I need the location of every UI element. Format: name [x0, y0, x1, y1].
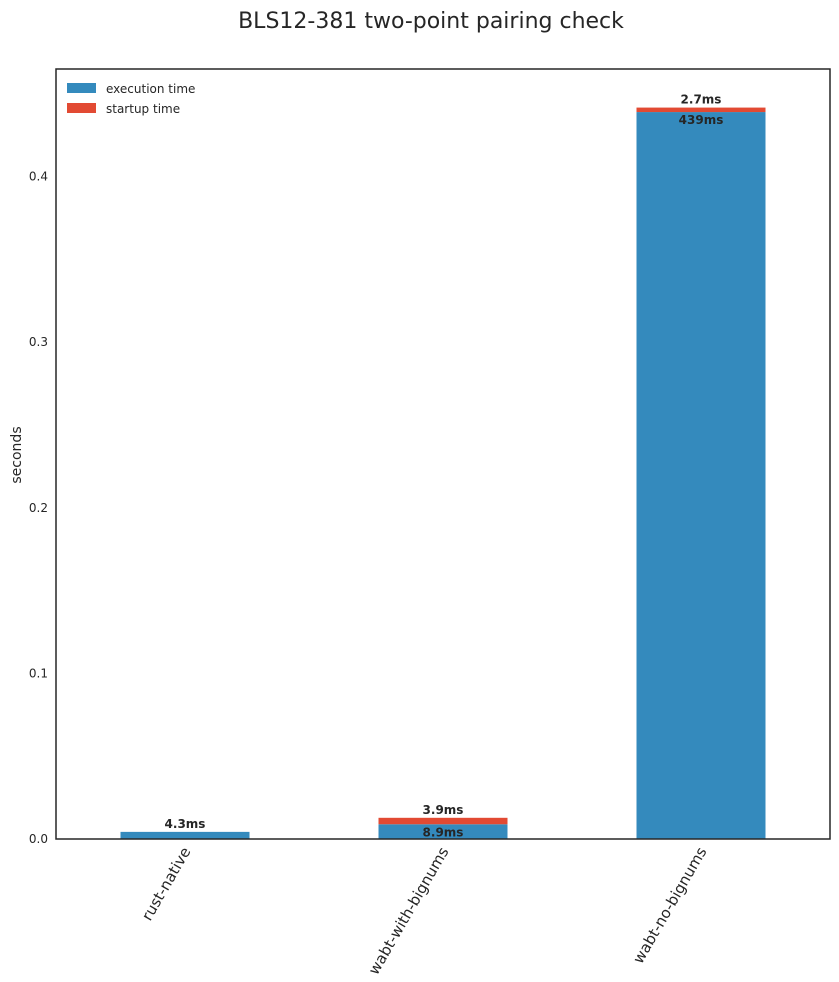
y-axis-label: seconds [9, 426, 25, 483]
x-axis-labels: rust-native wabt-with-bignums wabt-no-bign… [138, 844, 710, 978]
plot-frame [55, 68, 831, 840]
legend-swatch-execution-time [67, 83, 96, 93]
y-tick-label: 0.2 [29, 501, 48, 515]
bar-startup-time-wabt-with-bignums [378, 817, 508, 825]
data-label-execution-time: 4.3ms [165, 817, 206, 831]
chart-title: BLS12-381 two-point pairing check [238, 9, 624, 34]
legend-label-execution-time: execution time [106, 82, 195, 96]
x-tick-label: wabt-with-bignums [365, 844, 453, 978]
y-tick-label: 0.1 [29, 666, 48, 680]
bars [120, 107, 766, 839]
data-label-startup-time: 3.9ms [423, 803, 464, 817]
legend-swatch-startup-time [67, 103, 96, 113]
y-tick-label: 0.4 [29, 170, 48, 184]
x-tick-label: rust-native [138, 844, 194, 924]
data-label-execution-time: 439ms [679, 113, 724, 127]
x-tick-label: wabt-no-bignums [629, 844, 710, 967]
bar-startup-time-wabt-no-bignums [636, 107, 766, 113]
bar-execution-time-wabt-no-bignums [636, 112, 766, 839]
y-axis-ticks: 0.0 0.1 0.2 0.3 0.4 [29, 170, 48, 846]
bar-execution-time-rust-native [120, 831, 250, 839]
y-tick-label: 0.3 [29, 335, 48, 349]
data-label-startup-time: 2.7ms [681, 93, 722, 107]
legend-label-startup-time: startup time [106, 102, 180, 116]
legend: execution time startup time [67, 82, 195, 116]
y-tick-label: 0.0 [29, 832, 48, 846]
data-label-execution-time: 8.9ms [423, 825, 464, 839]
data-labels: 4.3ms 3.9ms 8.9ms 2.7ms 439ms [165, 93, 724, 840]
bar-execution-time-wabt-with-bignums [378, 824, 508, 839]
